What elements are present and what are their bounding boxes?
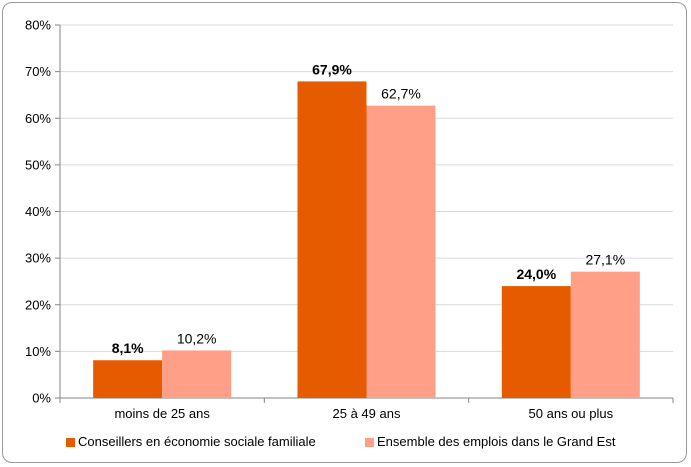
y-tick-label: 10% <box>25 344 51 359</box>
y-tick-label: 60% <box>25 111 51 126</box>
y-tick-label: 50% <box>25 157 51 172</box>
legend-swatch <box>66 438 75 447</box>
y-tick-label: 0% <box>32 391 51 406</box>
bar <box>570 271 640 398</box>
data-label: 8,1% <box>112 340 144 356</box>
bar <box>366 105 436 398</box>
x-tick-label: moins de 25 ans <box>114 406 210 421</box>
bar <box>93 360 163 398</box>
y-tick-label: 70% <box>25 64 51 79</box>
legend: Conseillers en économie sociale familial… <box>66 434 616 449</box>
y-tick-label: 20% <box>25 297 51 312</box>
legend-swatch <box>365 438 374 447</box>
x-tick-label: 25 à 49 ans <box>333 406 401 421</box>
data-label: 10,2% <box>177 330 217 346</box>
y-tick-label: 80% <box>25 18 51 33</box>
bar <box>297 81 367 398</box>
data-labels: 8,1% 10,2% 67,9% 62,7% 24,0% 27,1% <box>112 61 625 356</box>
bar <box>501 286 571 398</box>
data-label: 24,0% <box>516 266 556 282</box>
data-label: 62,7% <box>381 86 421 102</box>
legend-label: Ensemble des emplois dans le Grand Est <box>377 434 616 449</box>
y-tick-label: 40% <box>25 204 51 219</box>
bars <box>93 81 640 398</box>
data-label: 27,1% <box>585 252 625 268</box>
data-label: 67,9% <box>312 61 352 77</box>
legend-label: Conseillers en économie sociale familial… <box>78 434 316 449</box>
y-tick-label: 30% <box>25 251 51 266</box>
x-tick-label: 50 ans ou plus <box>529 406 614 421</box>
bar <box>162 350 232 398</box>
